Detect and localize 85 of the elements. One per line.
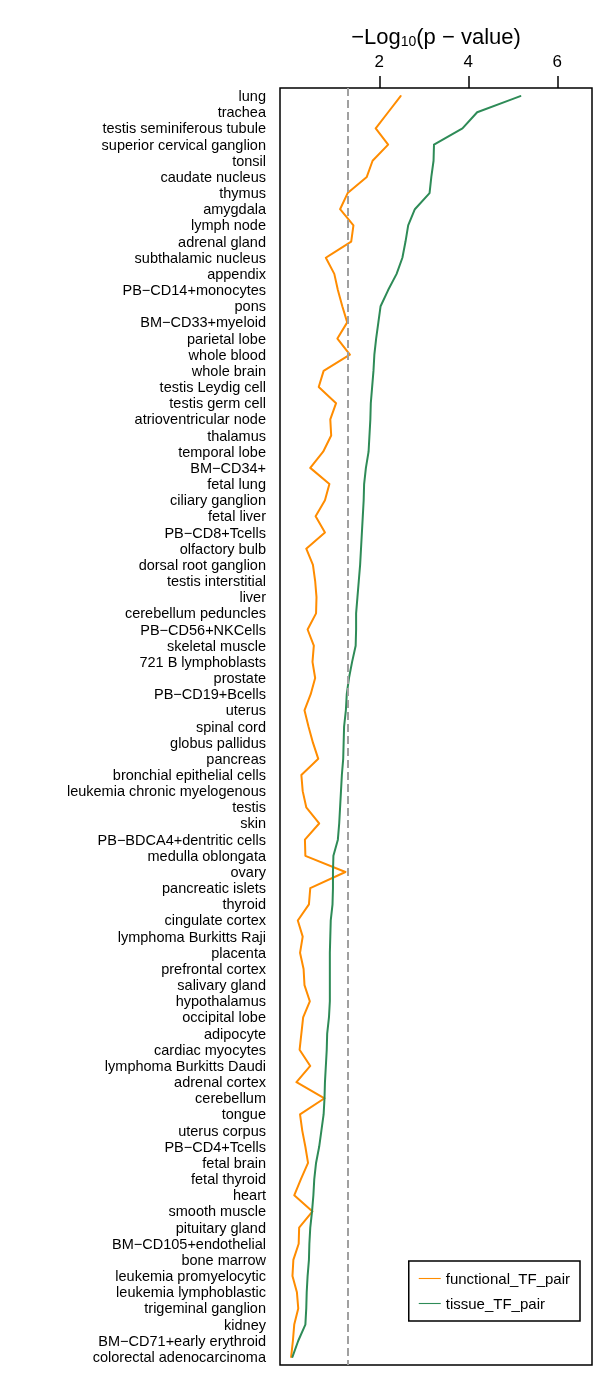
y-tick-label: tongue <box>221 1106 266 1123</box>
y-tick-label: subthalamic nucleus <box>134 249 266 266</box>
y-tick-label: PB−CD8+Tcells <box>164 524 266 541</box>
y-tick-label: skeletal muscle <box>166 637 266 654</box>
y-tick-label: uterus corpus <box>178 1122 266 1139</box>
y-tick-label: PB−CD56+NKCells <box>140 621 266 638</box>
y-tick-label: pituitary gland <box>175 1219 266 1236</box>
y-tick-label: kidney <box>224 1316 267 1333</box>
y-tick-label: placenta <box>211 944 267 961</box>
y-tick-label: testis interstitial <box>166 573 266 590</box>
y-tick-label: temporal lobe <box>178 443 266 460</box>
y-tick-label: smooth muscle <box>168 1203 266 1220</box>
y-tick-label: occipital lobe <box>182 1009 266 1026</box>
y-tick-label: BM−CD71+early erythroid <box>98 1332 266 1349</box>
y-tick-label: superior cervical ganglion <box>101 136 266 153</box>
y-tick-label: PB−CD14+monocytes <box>122 282 266 299</box>
y-tick-label: adipocyte <box>203 1025 266 1042</box>
y-tick-label: pancreatic islets <box>162 880 266 897</box>
y-tick-label: leukemia chronic myelogenous <box>66 783 266 800</box>
y-tick-label: whole blood <box>187 346 266 363</box>
y-tick-label: olfactory bulb <box>179 540 266 557</box>
y-tick-label: 721 B lymphoblasts <box>139 653 266 670</box>
legend-label: functional_TF_pair <box>445 1270 570 1287</box>
y-tick-label: hypothalamus <box>175 993 266 1010</box>
y-tick-label: bronchial epithelial cells <box>112 766 266 783</box>
y-tick-label: colorectal adenocarcinoma <box>92 1348 267 1365</box>
y-tick-label: BM−CD34+ <box>190 459 266 476</box>
y-tick-label: cardiac myocytes <box>153 1041 266 1058</box>
y-tick-label: dorsal root ganglion <box>138 556 266 573</box>
y-tick-label: BM−CD105+endothelial <box>112 1235 266 1252</box>
y-tick-label: ovary <box>230 863 267 880</box>
y-tick-label: amygdala <box>203 201 267 218</box>
y-tick-label: pons <box>234 298 266 315</box>
y-tick-label: atrioventricular node <box>134 411 266 428</box>
y-tick-label: fetal lung <box>207 476 266 493</box>
y-tick-label: parietal lobe <box>187 330 266 347</box>
x-tick-label: 6 <box>552 52 563 71</box>
y-tick-label: fetal brain <box>202 1154 266 1171</box>
y-tick-label: fetal thyroid <box>191 1171 266 1188</box>
y-tick-label: prostate <box>213 670 266 687</box>
y-tick-label: thalamus <box>207 427 266 444</box>
x-tick-label: 4 <box>463 52 473 71</box>
y-tick-label: fetal liver <box>207 508 267 525</box>
y-tick-label: caudate nucleus <box>160 168 266 185</box>
y-tick-label: tonsil <box>232 152 266 169</box>
y-tick-label: cerebellum <box>195 1090 266 1107</box>
y-tick-label: testis seminiferous tubule <box>102 120 266 137</box>
y-tick-label: PB−BDCA4+dentritic cells <box>97 831 266 848</box>
y-tick-label: cingulate cortex <box>164 912 267 929</box>
y-tick-label: BM−CD33+myeloid <box>140 314 266 331</box>
y-tick-label: testis Leydig cell <box>159 379 266 396</box>
y-tick-label: adrenal gland <box>178 233 266 250</box>
y-tick-label: heart <box>232 1187 266 1204</box>
y-tick-label: testis <box>232 799 266 816</box>
y-tick-label: adrenal cortex <box>174 1074 267 1091</box>
y-tick-label: leukemia lymphoblastic <box>116 1284 266 1301</box>
y-tick-label: lymphoma Burkitts Daudi <box>104 1057 266 1074</box>
x-axis-title: −Log10(p − value) <box>351 23 521 50</box>
y-tick-label: skin <box>240 815 266 832</box>
y-tick-label: testis germ cell <box>169 395 266 412</box>
y-tick-label: PB−CD4+Tcells <box>164 1138 266 1155</box>
y-tick-label: trachea <box>217 104 267 121</box>
y-tick-label: thyroid <box>222 896 266 913</box>
y-tick-label: PB−CD19+Bcells <box>153 686 266 703</box>
y-tick-label: appendix <box>207 265 267 282</box>
y-tick-label: lymphoma Burkitts Raji <box>117 928 266 945</box>
y-tick-label: trigeminal ganglion <box>144 1300 266 1317</box>
y-tick-label: liver <box>239 589 267 606</box>
y-tick-label: salivary gland <box>177 977 266 994</box>
y-tick-label: ciliary ganglion <box>170 492 266 509</box>
y-tick-label: spinal cord <box>195 718 266 735</box>
y-tick-label: bone marrow <box>181 1251 267 1268</box>
y-tick-label: whole brain <box>190 362 266 379</box>
y-tick-label: lymph node <box>191 217 266 234</box>
legend-label: tissue_TF_pair <box>445 1295 545 1312</box>
y-tick-label: thymus <box>219 185 266 202</box>
x-tick-label: 2 <box>374 52 384 71</box>
y-tick-label: prefrontal cortex <box>161 960 267 977</box>
y-tick-label: medulla oblongata <box>147 847 267 864</box>
y-tick-label: lung <box>238 88 266 105</box>
y-tick-label: uterus <box>225 702 266 719</box>
y-tick-label: cerebellum peduncles <box>124 605 266 622</box>
y-tick-label: leukemia promyelocytic <box>115 1268 266 1285</box>
y-tick-label: globus pallidus <box>170 734 266 751</box>
y-tick-label: pancreas <box>206 750 266 767</box>
